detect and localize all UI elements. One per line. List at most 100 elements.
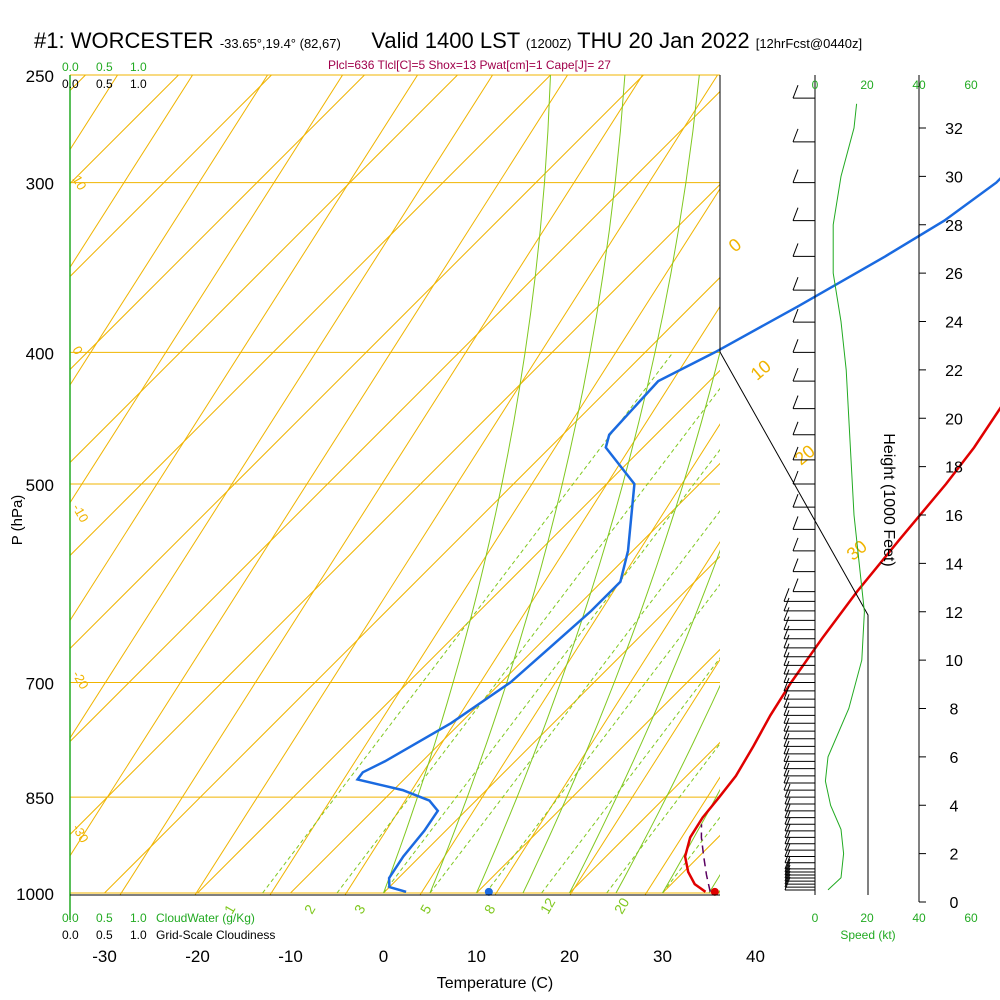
dry-adiabat-line — [194, 75, 719, 895]
x-axis-label: Temperature (C) — [437, 975, 553, 992]
moist-adiabat-line — [383, 75, 551, 894]
mixing-ratio-line — [541, 657, 720, 894]
wind-barb-flag — [783, 634, 790, 648]
mixing-ratio-label: 8 — [481, 902, 499, 917]
moist-adiabat-line — [708, 873, 720, 894]
wind-barb-flag — [783, 643, 790, 657]
wind-barb-flag — [783, 669, 790, 683]
dry-adiabat-line — [494, 540, 720, 895]
isotherm-left-label: 0 — [69, 343, 86, 357]
height-tick-label: 18 — [945, 460, 963, 477]
isotherm-line — [756, 75, 1000, 893]
cloudiness-bottom-tick: 0.5 — [96, 928, 113, 942]
isotherm-label: 10 — [747, 356, 775, 384]
wind-barb-flag — [783, 717, 790, 732]
dry-adiabat-line — [569, 658, 720, 895]
forecast-info: [12hrFcst@0440z] — [755, 36, 863, 51]
height-tick-label: 4 — [950, 798, 959, 815]
isotherm-line — [70, 75, 644, 650]
moist-adiabat-line — [569, 549, 720, 894]
pressure-tick-label: 1000 — [16, 885, 54, 904]
wind-barb-flag — [783, 660, 790, 675]
dry-adiabat-line — [70, 75, 344, 504]
height-tick-label: 6 — [950, 750, 959, 767]
temperature-tick-label: -20 — [185, 947, 210, 966]
wind-barb-flag — [792, 308, 799, 323]
station-name: #1: WORCESTER — [34, 28, 214, 53]
wind-barb-flag — [783, 597, 790, 612]
wind-barb-flag — [792, 446, 799, 461]
height-tick-label: 10 — [945, 653, 963, 670]
wind-barb-flag — [792, 516, 799, 530]
wind-barb-flag — [792, 578, 799, 592]
mixing-ratio-line — [485, 583, 720, 894]
isotherm-line — [70, 183, 720, 836]
moist-adiabat-line — [756, 75, 1000, 893]
dry-adiabat-line — [70, 75, 194, 269]
parcel-trace — [700, 824, 711, 892]
speed-axis-label: Speed (kt) — [840, 928, 895, 942]
isotherm-left-label: -30 — [69, 822, 91, 846]
height-tick-label: 28 — [945, 218, 963, 235]
pressure-tick-label: 250 — [26, 67, 54, 86]
wind-barb-flag — [783, 762, 790, 777]
wind-barbs — [783, 84, 815, 891]
dry-adiabat-line — [70, 75, 119, 151]
temperature-tick-label: 10 — [467, 947, 486, 966]
wind-barb-flag — [783, 588, 790, 602]
wind-barb-flag — [783, 625, 790, 639]
mixing-ratio-label: 12 — [537, 895, 559, 917]
cloudiness-top-tick: 0.0 — [62, 77, 79, 91]
pressure-tick-label: 300 — [26, 175, 54, 194]
speed-bottom-tick: 40 — [912, 911, 926, 925]
surface-temperature-point — [710, 887, 719, 896]
cloudwater-bottom-tick: 1.0 — [130, 911, 147, 925]
valid-date: THU 20 Jan 2022 — [577, 28, 750, 53]
mixing-ratio-label: 3 — [351, 902, 369, 917]
height-tick-label: 12 — [945, 605, 963, 622]
temperature-tick-label: 30 — [653, 947, 672, 966]
chart-title: #1: WORCESTER -33.65°,19.4° (82,67) Vali… — [34, 28, 862, 54]
dewpoint-profile — [355, 177, 1000, 894]
wind-barb-flag — [792, 537, 799, 552]
wind-barb-flag — [783, 769, 790, 784]
wind-barb-flag — [783, 710, 790, 724]
wind-barb-flag — [783, 652, 790, 666]
wind-barb-flag — [792, 207, 799, 221]
pressure-tick-label: 400 — [26, 344, 54, 363]
cloudwater-top-tick: 1.0 — [130, 60, 147, 74]
isotherm-line — [290, 462, 720, 894]
wind-barb-flag — [783, 755, 790, 769]
cloudiness-bottom-tick: 1.0 — [130, 928, 147, 942]
height-tick-label: 16 — [945, 508, 963, 525]
station-coords: -33.65°,19.4° (82,67) — [219, 36, 341, 51]
speed-top-tick: 0 — [812, 78, 819, 92]
isotherm-line — [70, 75, 272, 278]
height-tick-label: 24 — [945, 315, 963, 332]
wind-barb-flag — [783, 733, 790, 747]
speed-bottom-tick: 60 — [964, 911, 978, 925]
temperature-profile — [683, 406, 1000, 893]
wind-barb-flag — [784, 873, 791, 888]
height-tick-label: 22 — [945, 363, 963, 380]
cloudiness-bottom-tick: 0.0 — [62, 928, 79, 942]
pressure-tick-label: 500 — [26, 476, 54, 495]
dry-adiabat-line — [419, 423, 720, 895]
moist-adiabat-line — [615, 684, 720, 894]
temperature-tick-label: -30 — [92, 947, 117, 966]
dry-adiabat-line — [70, 75, 419, 622]
wind-barb-flag — [783, 740, 790, 755]
temperature-tick-label: 20 — [560, 947, 579, 966]
isotherm-line — [569, 741, 720, 894]
wind-barb-flag — [792, 84, 799, 99]
wind-barb-flag — [792, 243, 799, 257]
wind-barb-flag — [792, 169, 799, 183]
moist-adiabat-line — [429, 75, 626, 894]
height-tick-label: 14 — [945, 556, 963, 573]
dry-adiabat-line — [344, 305, 720, 895]
isotherm-line — [70, 75, 365, 371]
cloudwater-top-tick: 0.0 — [62, 60, 79, 74]
cloudiness-top-tick: 1.0 — [130, 77, 147, 91]
